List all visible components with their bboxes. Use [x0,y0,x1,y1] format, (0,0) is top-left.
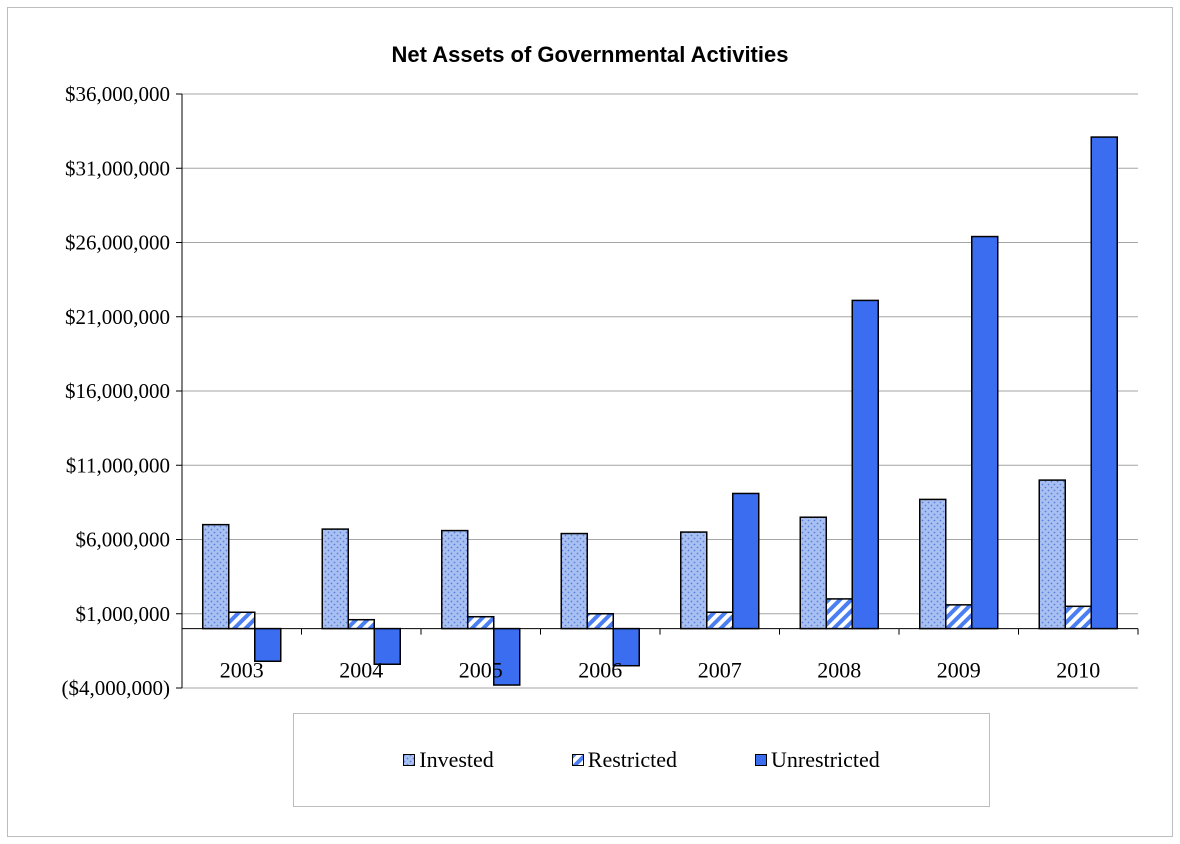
bars [202,136,1118,686]
zero-axis [181,628,1139,635]
x-category-label: 2008 [817,658,861,683]
bar-invested-2004 [321,528,349,630]
y-tick-label: ($4,000,000) [62,676,171,700]
y-tick-label: $26,000,000 [65,231,170,255]
bar-unrestricted-2009 [971,235,999,630]
legend: Invested Restricted Unrestricted [293,713,990,807]
bar-restricted-2009 [945,604,973,630]
bar-unrestricted-2005 [493,627,521,686]
bar-unrestricted-2004 [373,627,401,665]
y-tick-label: $11,000,000 [66,453,170,477]
y-tick-label: $6,000,000 [76,528,171,552]
bar-restricted-2006 [586,613,614,630]
legend-item-unrestricted: Unrestricted [755,747,880,773]
bar-restricted-2008 [825,598,853,630]
bar-unrestricted-2003 [254,627,282,663]
y-axis: ($4,000,000) $1,000,000 $6,000,000 $11,000,… [62,82,183,700]
bar-invested-2006 [560,532,588,630]
bar-invested-2010 [1038,479,1066,630]
bar-unrestricted-2008 [851,299,879,630]
x-category-label: 2009 [937,658,981,683]
bar-restricted-2003 [228,611,256,630]
x-category-label: 2007 [698,658,742,683]
x-category-label: 2004 [339,658,383,683]
legend-swatch-unrestricted [755,754,767,766]
x-category-label: 2003 [220,658,264,683]
y-tick-label: $16,000,000 [65,379,170,403]
bar-invested-2008 [799,516,827,630]
category-labels: 2003 2004 2005 2006 2007 2008 2009 2010 [220,658,1101,683]
bar-unrestricted-2007 [732,492,760,630]
bar-restricted-2005 [467,615,495,630]
bar-restricted-2010 [1064,605,1092,630]
bar-invested-2009 [919,498,947,630]
bar-invested-2003 [202,523,230,630]
legend-swatch-restricted [571,754,584,766]
bar-restricted-2004 [347,618,375,630]
legend-label-restricted: Restricted [587,747,677,772]
legend-swatch-invested [403,754,416,766]
bar-restricted-2007 [706,611,734,630]
bar-invested-2005 [441,529,469,630]
legend-item-restricted: Restricted [571,747,677,773]
legend-label-unrestricted: Unrestricted [771,747,880,772]
y-tick-label: $1,000,000 [76,602,171,626]
y-tick-label: $21,000,000 [65,305,170,329]
chart-title: Net Assets of Governmental Activities [391,42,789,67]
bar-unrestricted-2006 [612,627,640,667]
legend-item-invested: Invested [403,747,494,773]
x-category-label: 2010 [1056,658,1100,683]
x-category-label: 2005 [459,658,503,683]
bar-unrestricted-2010 [1090,136,1118,630]
bar-invested-2007 [680,531,708,630]
legend-label-invested: Invested [419,747,494,772]
x-category-label: 2006 [578,658,622,683]
y-tick-label: $36,000,000 [65,82,170,106]
y-tick-label: $31,000,000 [65,156,170,180]
